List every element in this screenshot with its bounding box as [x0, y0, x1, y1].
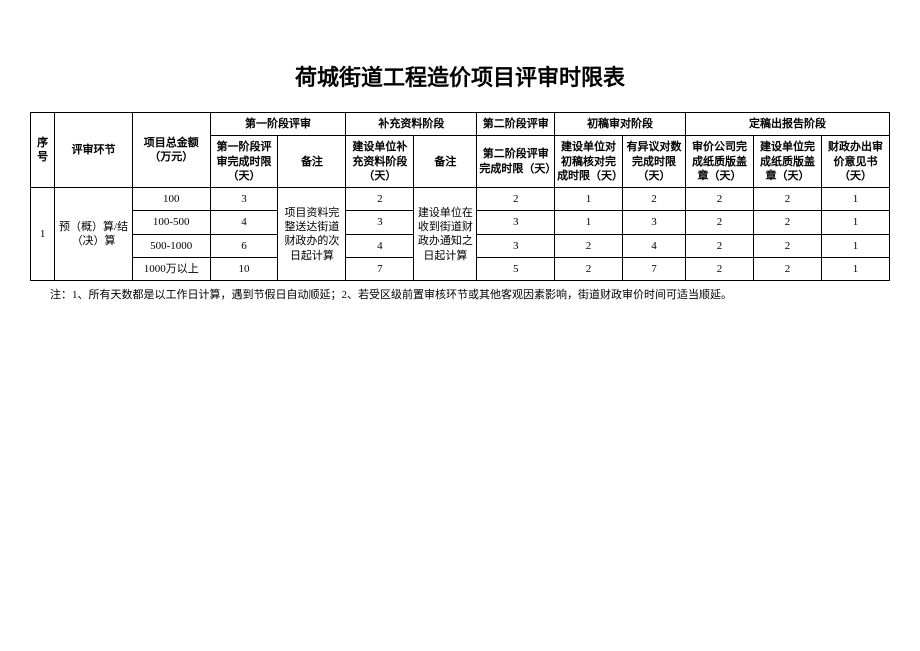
header-phase1a: 第一阶段评审完成时限（天）	[210, 136, 278, 188]
time-limit-table: 序号 评审环节 项目总金额（万元） 第一阶段评审 补充资料阶段 第二阶段评审 初…	[30, 112, 890, 281]
cell-p4b: 2	[623, 188, 686, 211]
cell-p3: 2	[477, 188, 555, 211]
cell-p5b: 2	[754, 258, 822, 281]
cell-amount: 100-500	[132, 211, 210, 234]
cell-p3: 5	[477, 258, 555, 281]
cell-p5a: 2	[686, 234, 754, 257]
cell-p4a: 2	[555, 234, 623, 257]
cell-p5b: 2	[754, 234, 822, 257]
cell-p2a: 3	[346, 211, 414, 234]
cell-p4a: 1	[555, 188, 623, 211]
header-phase2: 补充资料阶段	[346, 113, 477, 136]
header-amount: 项目总金额（万元）	[132, 113, 210, 188]
cell-amount: 100	[132, 188, 210, 211]
header-row-1: 序号 评审环节 项目总金额（万元） 第一阶段评审 补充资料阶段 第二阶段评审 初…	[31, 113, 890, 136]
cell-p1a: 10	[210, 258, 278, 281]
cell-p4b: 7	[623, 258, 686, 281]
cell-p5c: 1	[821, 258, 889, 281]
cell-p4a: 1	[555, 211, 623, 234]
header-phase3a: 第二阶段评审完成时限（天）	[477, 136, 555, 188]
cell-p5c: 1	[821, 234, 889, 257]
header-phase5b: 建设单位完成纸质版盖章（天）	[754, 136, 822, 188]
table-row: 1 预（概）算/结（决）算 100 3 项目资料完整送达街道财政办的次日起计算 …	[31, 188, 890, 211]
cell-p5a: 2	[686, 188, 754, 211]
cell-p1a: 3	[210, 188, 278, 211]
cell-p4a: 2	[555, 258, 623, 281]
header-phase2a: 建设单位补充资料阶段（天）	[346, 136, 414, 188]
cell-p5b: 2	[754, 211, 822, 234]
page-title: 荷城街道工程造价项目评审时限表	[30, 60, 890, 92]
header-phase5c: 财政办出审价意见书（天）	[821, 136, 889, 188]
cell-p5c: 1	[821, 188, 889, 211]
header-phase4a: 建设单位对初稿核对完成时限（天）	[555, 136, 623, 188]
footnote: 注：1、所有天数都是以工作日计算，遇到节假日自动顺延；2、若受区级前置审核环节或…	[30, 287, 890, 304]
cell-p1a: 6	[210, 234, 278, 257]
cell-p3: 3	[477, 234, 555, 257]
header-phase4b: 有异议对数完成时限（天）	[623, 136, 686, 188]
cell-p5a: 2	[686, 211, 754, 234]
cell-p2a: 7	[346, 258, 414, 281]
cell-amount: 500-1000	[132, 234, 210, 257]
cell-p5c: 1	[821, 211, 889, 234]
cell-p3: 3	[477, 211, 555, 234]
cell-seq: 1	[31, 188, 55, 281]
header-phase1b: 备注	[278, 136, 346, 188]
cell-p4b: 4	[623, 234, 686, 257]
cell-p5a: 2	[686, 258, 754, 281]
header-phase4: 初稿审对阶段	[555, 113, 686, 136]
header-phase2b: 备注	[414, 136, 477, 188]
cell-stage: 预（概）算/结（决）算	[55, 188, 133, 281]
cell-p1b-merged: 项目资料完整送达街道财政办的次日起计算	[278, 188, 346, 281]
header-seq: 序号	[31, 113, 55, 188]
header-stage: 评审环节	[55, 113, 133, 188]
header-phase5a: 审价公司完成纸质版盖章（天）	[686, 136, 754, 188]
header-phase5: 定稿出报告阶段	[686, 113, 890, 136]
header-phase1: 第一阶段评审	[210, 113, 346, 136]
cell-p1a: 4	[210, 211, 278, 234]
header-phase3: 第二阶段评审	[477, 113, 555, 136]
cell-amount: 1000万以上	[132, 258, 210, 281]
cell-p2b-merged: 建设单位在收到街道财政办通知之日起计算	[414, 188, 477, 281]
cell-p2a: 2	[346, 188, 414, 211]
cell-p4b: 3	[623, 211, 686, 234]
cell-p2a: 4	[346, 234, 414, 257]
cell-p5b: 2	[754, 188, 822, 211]
